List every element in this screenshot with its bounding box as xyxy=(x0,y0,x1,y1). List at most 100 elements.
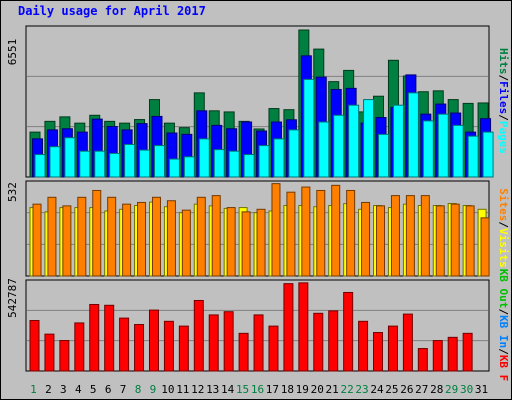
bar-sites-day-6 xyxy=(107,196,117,277)
legend-sep1: / xyxy=(497,348,510,355)
bar-pages-day-10 xyxy=(168,158,180,178)
bar-sites-day-29 xyxy=(450,203,460,277)
x-tick-label-24: 24 xyxy=(370,383,384,396)
bar-kbf-day-30 xyxy=(462,332,473,372)
legend-pages: Pages xyxy=(497,121,510,154)
legend-kbf: KB F xyxy=(497,355,510,382)
bar-pages-day-20 xyxy=(318,121,330,178)
bar-sites-day-25 xyxy=(390,195,400,277)
bar-pages-day-13 xyxy=(213,149,225,178)
bar-kbf-day-11 xyxy=(178,325,189,372)
x-tick-label-4: 4 xyxy=(75,383,82,396)
panel-visits-max-label: 532 xyxy=(6,182,19,202)
bar-kbf-day-23 xyxy=(358,320,369,372)
bar-kbf-day-7 xyxy=(119,317,130,372)
x-tick-label-11: 11 xyxy=(176,383,189,396)
x-tick-label-15: 15 xyxy=(236,383,249,396)
bar-kbf-day-21 xyxy=(328,310,339,372)
legend-sites: Sites xyxy=(497,188,510,221)
bar-sites-day-8 xyxy=(137,201,147,277)
bar-pages-day-21 xyxy=(333,114,345,178)
bar-sites-day-12 xyxy=(196,196,206,277)
x-tick-label-30: 30 xyxy=(460,383,473,396)
x-tick-label-7: 7 xyxy=(120,383,127,396)
bar-kbf-day-25 xyxy=(387,325,398,372)
bar-pages-day-18 xyxy=(288,129,300,178)
bar-sites-day-10 xyxy=(166,200,176,277)
bar-kbf-day-5 xyxy=(89,303,100,372)
bar-sites-day-13 xyxy=(211,195,221,277)
bar-kbf-day-27 xyxy=(417,348,428,372)
bar-kbf-day-3 xyxy=(59,340,70,372)
bar-pages-day-29 xyxy=(452,124,464,178)
legend-sep2: / xyxy=(497,308,510,315)
bar-sites-day-17 xyxy=(271,183,281,277)
bar-pages-day-2 xyxy=(49,146,61,178)
bar-kbf-day-15 xyxy=(238,332,249,372)
x-tick-label-12: 12 xyxy=(191,383,204,396)
bar-kbf-day-10 xyxy=(163,320,174,372)
bar-pages-day-3 xyxy=(64,137,76,178)
bar-kbf-day-14 xyxy=(223,311,234,372)
bar-sites-day-15 xyxy=(241,211,251,277)
panel-hits-max-label: 6551 xyxy=(6,39,19,66)
bar-kbf-day-29 xyxy=(447,336,458,372)
bar-pages-day-5 xyxy=(94,150,106,178)
bar-pages-day-8 xyxy=(139,149,151,178)
x-tick-label-20: 20 xyxy=(311,383,324,396)
bar-pages-day-19 xyxy=(303,78,315,178)
legend-sep2: / xyxy=(497,75,510,82)
bar-sites-day-4 xyxy=(77,196,87,277)
x-tick-label-9: 9 xyxy=(150,383,157,396)
bar-pages-day-6 xyxy=(109,152,121,178)
bar-kbf-day-24 xyxy=(373,332,384,372)
bar-sites-day-5 xyxy=(92,189,102,277)
bar-kbf-day-19 xyxy=(298,282,309,372)
bar-sites-day-7 xyxy=(122,203,132,277)
x-tick-label-22: 22 xyxy=(340,383,353,396)
chart-title: Daily usage for April 2017 xyxy=(18,4,206,18)
bar-sites-day-21 xyxy=(331,184,341,277)
bar-pages-day-17 xyxy=(273,138,285,178)
legend-files: Files xyxy=(497,81,510,114)
x-tick-label-19: 19 xyxy=(296,383,309,396)
bar-sites-day-23 xyxy=(361,201,371,277)
x-tick-label-29: 29 xyxy=(445,383,458,396)
bar-pages-day-25 xyxy=(392,104,404,178)
x-tick-label-16: 16 xyxy=(251,383,264,396)
x-tick-label-18: 18 xyxy=(281,383,294,396)
legend-kbin: KB In xyxy=(497,315,510,348)
bar-pages-day-28 xyxy=(437,113,449,178)
x-tick-label-17: 17 xyxy=(266,383,279,396)
bar-sites-day-22 xyxy=(346,189,356,277)
x-tick-label-27: 27 xyxy=(415,383,428,396)
bar-kbf-day-4 xyxy=(74,322,85,372)
bar-pages-day-15 xyxy=(243,154,255,178)
x-tick-label-3: 3 xyxy=(60,383,67,396)
bar-kbf-day-12 xyxy=(193,299,204,372)
x-tick-label-5: 5 xyxy=(90,383,97,396)
bar-pages-day-16 xyxy=(258,145,270,178)
panel-kb-max-label: 542787 xyxy=(6,278,19,318)
bar-kbf-day-2 xyxy=(44,333,55,372)
legend-sep1: / xyxy=(497,221,510,228)
bar-kbf-day-22 xyxy=(343,291,354,372)
bar-pages-day-24 xyxy=(378,133,390,178)
bar-kbf-day-13 xyxy=(208,314,219,372)
bar-sites-day-11 xyxy=(181,209,191,277)
bar-pages-day-23 xyxy=(363,99,375,178)
bar-pages-day-4 xyxy=(79,150,91,178)
x-tick-label-8: 8 xyxy=(135,383,142,396)
bar-sites-day-20 xyxy=(316,189,326,277)
bar-sites-day-27 xyxy=(420,195,430,277)
legend-sep1: / xyxy=(497,114,510,121)
bar-pages-day-9 xyxy=(153,145,165,178)
x-tick-label-25: 25 xyxy=(385,383,398,396)
x-tick-label-21: 21 xyxy=(326,383,339,396)
bar-pages-day-12 xyxy=(198,138,210,178)
bar-kbf-day-9 xyxy=(148,309,159,372)
bar-sites-day-19 xyxy=(301,186,311,277)
bar-sites-day-3 xyxy=(62,205,72,277)
bar-sites-day-14 xyxy=(226,207,236,277)
